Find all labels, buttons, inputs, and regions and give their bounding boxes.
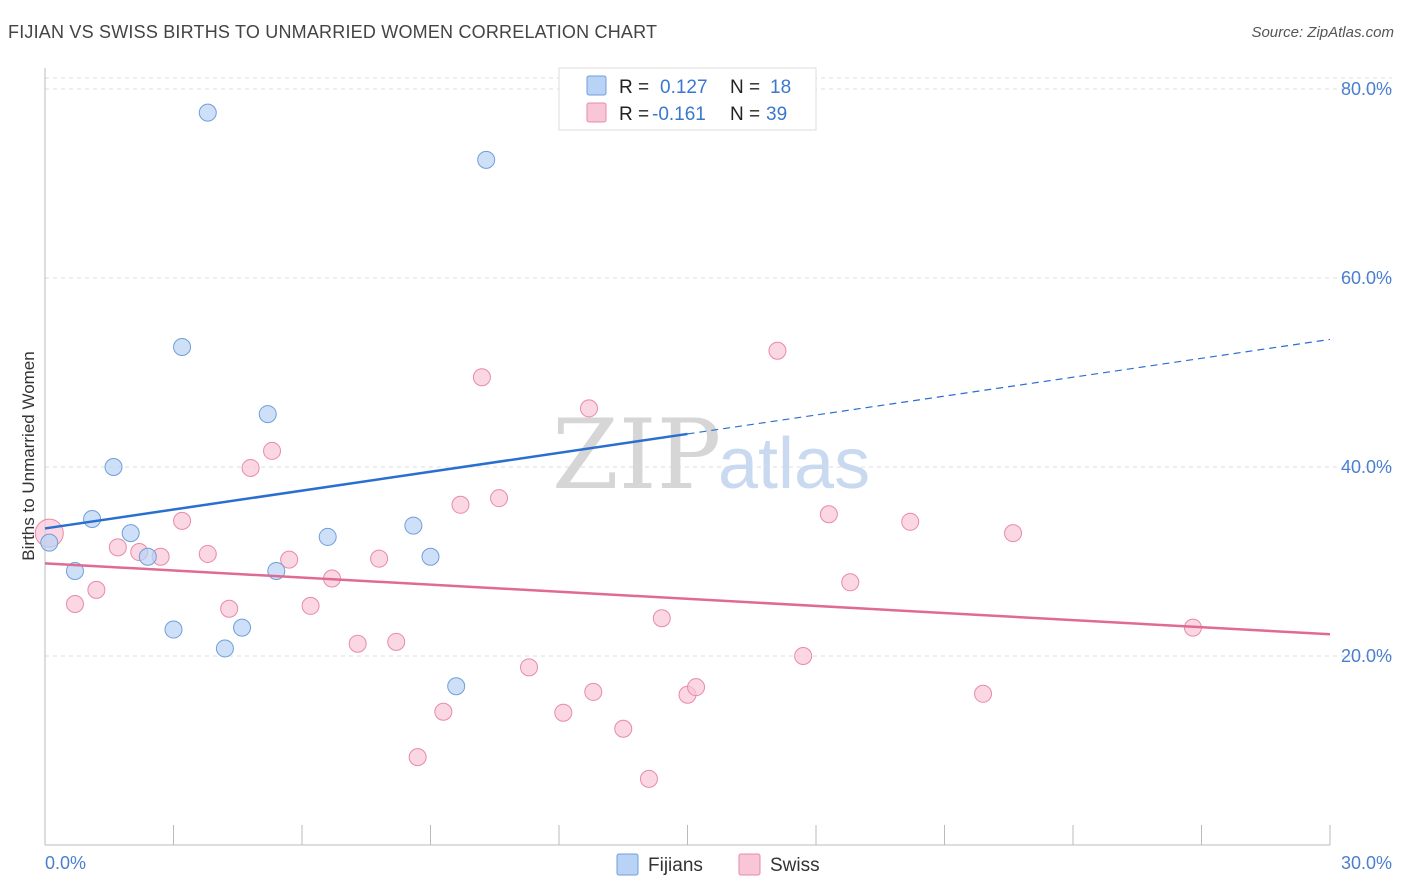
- data-points: [34, 103, 1202, 788]
- point-swiss: [408, 748, 427, 767]
- chart-title: FIJIAN VS SWISS BIRTHS TO UNMARRIED WOME…: [8, 22, 658, 42]
- point-fijians: [173, 337, 192, 356]
- point-swiss: [554, 703, 573, 722]
- point-fijians: [318, 527, 337, 546]
- trend-line-fijians-extension: [687, 338, 1331, 435]
- point-fijians: [65, 561, 84, 580]
- point-fijians: [104, 458, 123, 476]
- point-fijians: [40, 533, 59, 552]
- point-swiss: [652, 609, 671, 628]
- point-swiss: [301, 596, 320, 615]
- bottom-legend-swatch-fijians: [616, 853, 639, 876]
- grid-lines: [45, 77, 1392, 657]
- point-swiss: [387, 632, 406, 651]
- point-swiss: [173, 511, 192, 530]
- series-legend: Fijians Swiss: [616, 853, 820, 876]
- point-swiss: [370, 549, 389, 568]
- point-fijians: [421, 547, 440, 566]
- legend-r-label-fijians: R =: [619, 77, 649, 98]
- point-fijians: [164, 620, 183, 639]
- trend-line-swiss: [44, 562, 1331, 636]
- bottom-legend-fijians: Fijians: [648, 855, 703, 876]
- point-swiss: [841, 573, 860, 592]
- y-tick-label: 80.0%: [1341, 79, 1392, 99]
- point-swiss: [579, 399, 598, 418]
- point-fijians: [83, 509, 102, 528]
- point-swiss: [794, 647, 813, 665]
- trend-lines: [44, 338, 1331, 636]
- point-swiss: [901, 512, 920, 531]
- point-swiss: [974, 684, 993, 703]
- point-swiss: [520, 658, 539, 677]
- point-swiss: [490, 489, 509, 508]
- legend-r-fijians: 0.127: [660, 77, 708, 98]
- x-tick-label-min: 0.0%: [45, 853, 86, 873]
- point-swiss: [220, 599, 239, 618]
- x-tick-label-max: 30.0%: [1341, 853, 1392, 873]
- tick-labels: 20.0% 40.0% 60.0% 80.0% 0.0% 30.0%: [45, 79, 1392, 873]
- legend-n-swiss: 39: [766, 104, 787, 125]
- legend-n-fijians: 18: [770, 77, 791, 98]
- watermark-atlas: atlas: [718, 424, 870, 504]
- point-fijians: [198, 103, 217, 122]
- legend-r-label-swiss: R =: [619, 104, 649, 125]
- y-tick-label: 20.0%: [1341, 646, 1392, 666]
- point-swiss: [198, 544, 217, 563]
- point-swiss: [819, 505, 838, 524]
- point-fijians: [477, 150, 496, 169]
- legend-n-label-swiss: N =: [730, 104, 760, 125]
- source-label: Source: ZipAtlas.com: [1251, 24, 1394, 41]
- point-swiss: [639, 769, 658, 788]
- point-fijians: [447, 677, 466, 696]
- bottom-legend-swatch-swiss: [738, 853, 761, 876]
- point-swiss: [584, 682, 603, 701]
- point-fijians: [404, 516, 423, 535]
- point-fijians: [138, 547, 157, 566]
- point-swiss: [614, 719, 633, 738]
- watermark: ZIP atlas: [552, 399, 870, 511]
- point-swiss: [65, 595, 84, 614]
- watermark-zip: ZIP: [552, 399, 721, 511]
- trend-line-fijians: [44, 432, 688, 530]
- y-tick-label: 40.0%: [1341, 457, 1392, 477]
- point-swiss: [87, 580, 106, 599]
- point-swiss: [434, 702, 453, 721]
- axes: [44, 68, 1331, 846]
- point-swiss: [768, 341, 787, 360]
- legend-swatch-swiss: [586, 102, 607, 123]
- bottom-legend-swiss: Swiss: [770, 855, 820, 876]
- point-swiss: [687, 678, 706, 697]
- legend-swatch-fijians: [586, 75, 607, 96]
- y-axis-label: Births to Unmarried Women: [19, 351, 38, 560]
- y-tick-label: 60.0%: [1341, 268, 1392, 288]
- point-fijians: [233, 618, 252, 637]
- point-swiss: [241, 458, 260, 477]
- stats-legend: R = 0.127 N = 18 R = -0.161 N = 39: [558, 67, 817, 131]
- point-swiss: [451, 495, 470, 514]
- point-fijians: [258, 405, 277, 424]
- point-swiss: [108, 538, 127, 557]
- point-swiss: [263, 441, 282, 460]
- point-swiss: [1004, 524, 1023, 543]
- point-fijians: [215, 639, 234, 658]
- legend-r-swiss: -0.161: [652, 104, 706, 125]
- point-swiss: [472, 368, 491, 387]
- legend-n-label-fijians: N =: [730, 77, 760, 98]
- point-swiss: [348, 634, 367, 653]
- point-fijians: [121, 524, 140, 543]
- point-swiss: [280, 550, 299, 569]
